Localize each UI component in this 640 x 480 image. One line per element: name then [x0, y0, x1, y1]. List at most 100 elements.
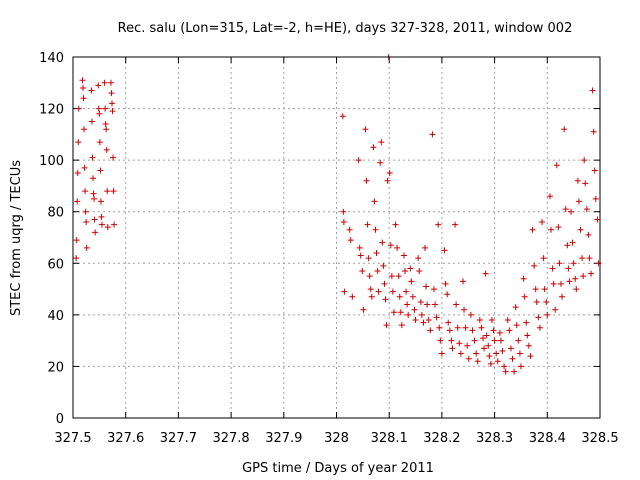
- data-point: [103, 126, 110, 133]
- y-tick-label: 60: [47, 257, 64, 272]
- data-point: [102, 121, 109, 128]
- data-point: [95, 105, 102, 112]
- data-point: [420, 319, 427, 326]
- data-point: [416, 268, 423, 275]
- x-tick-label: 327.6: [107, 431, 144, 446]
- data-point: [386, 170, 393, 177]
- data-point: [488, 317, 495, 324]
- data-point: [520, 275, 527, 282]
- data-point: [75, 105, 82, 112]
- data-point: [491, 337, 498, 344]
- data-point: [590, 128, 597, 135]
- data-point: [405, 311, 412, 318]
- data-point: [412, 317, 419, 324]
- data-point: [74, 170, 81, 177]
- data-point: [574, 177, 581, 184]
- x-tick-label: 327.9: [265, 431, 302, 446]
- data-point: [452, 221, 459, 228]
- data-point: [506, 327, 513, 334]
- data-point: [445, 319, 452, 326]
- data-point: [362, 126, 369, 133]
- data-point: [461, 306, 468, 313]
- data-point: [457, 350, 464, 357]
- data-point: [88, 118, 95, 125]
- data-point: [467, 311, 474, 318]
- x-tick-label: 327.7: [160, 431, 197, 446]
- data-point: [471, 337, 478, 344]
- data-point: [397, 309, 404, 316]
- data-point: [74, 198, 81, 205]
- data-point: [378, 139, 385, 146]
- data-point: [464, 342, 471, 349]
- data-point: [427, 327, 434, 334]
- chart-title: Rec. salu (Lon=315, Lat=-2, h=HE), days …: [118, 21, 573, 36]
- data-point: [375, 288, 382, 295]
- data-point: [73, 255, 80, 262]
- data-point: [346, 226, 353, 233]
- data-point: [429, 131, 436, 138]
- data-point: [473, 350, 480, 357]
- data-point: [365, 255, 372, 262]
- data-point: [88, 87, 95, 94]
- data-point: [573, 286, 580, 293]
- data-point: [423, 283, 430, 290]
- data-point: [341, 288, 348, 295]
- data-point: [442, 280, 449, 287]
- data-point: [357, 252, 364, 259]
- data-point: [579, 255, 586, 262]
- data-point: [377, 159, 384, 166]
- data-point: [558, 280, 565, 287]
- data-point: [436, 324, 443, 331]
- data-point: [494, 358, 501, 365]
- x-tick-label: 328: [324, 431, 349, 446]
- data-point: [575, 198, 582, 205]
- y-tick-label: 0: [56, 412, 64, 427]
- data-point: [446, 327, 453, 334]
- data-point: [543, 298, 550, 305]
- data-point: [404, 301, 411, 308]
- data-point: [81, 164, 88, 171]
- data-point: [517, 363, 524, 370]
- data-point: [486, 353, 493, 360]
- data-point: [536, 324, 543, 331]
- data-point: [96, 110, 103, 117]
- data-point: [529, 226, 536, 233]
- x-tick-label: 327.8: [212, 431, 249, 446]
- data-point: [417, 298, 424, 305]
- data-point: [340, 219, 347, 226]
- data-point: [104, 224, 111, 231]
- data-point: [521, 293, 528, 300]
- data-point: [408, 278, 415, 285]
- data-point: [418, 311, 425, 318]
- data-point: [396, 293, 403, 300]
- data-point: [374, 268, 381, 275]
- data-point: [82, 188, 89, 195]
- data-point: [382, 296, 389, 303]
- data-point: [384, 177, 391, 184]
- data-point: [469, 327, 476, 334]
- data-point: [586, 255, 593, 262]
- data-point: [570, 260, 577, 267]
- data-point: [449, 345, 456, 352]
- data-point: [546, 193, 553, 200]
- data-point: [504, 317, 511, 324]
- data-point: [589, 87, 596, 94]
- data-point: [497, 337, 504, 344]
- data-point: [588, 270, 595, 277]
- data-point: [533, 298, 540, 305]
- data-point: [91, 216, 98, 223]
- data-point: [480, 335, 487, 342]
- data-point: [441, 247, 448, 254]
- data-point: [524, 332, 531, 339]
- data-point: [435, 221, 442, 228]
- data-point: [540, 255, 547, 262]
- data-point: [395, 273, 402, 280]
- data-point: [509, 355, 516, 362]
- data-point: [453, 301, 460, 308]
- data-point: [89, 154, 96, 161]
- data-point: [403, 288, 410, 295]
- data-point: [565, 265, 572, 272]
- data-point: [544, 311, 551, 318]
- data-point: [594, 216, 601, 223]
